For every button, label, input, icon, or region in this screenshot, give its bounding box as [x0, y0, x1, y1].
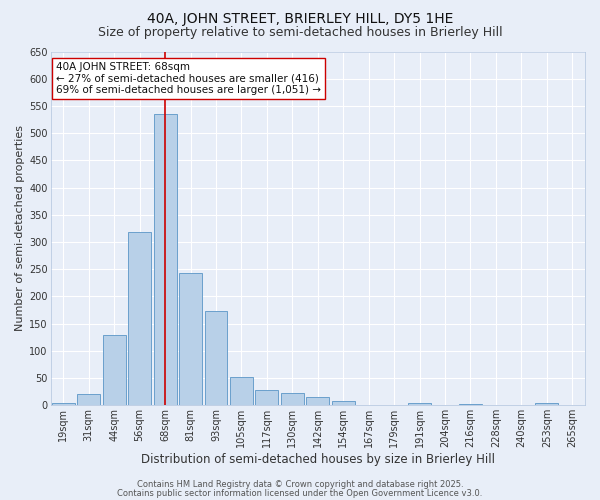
Text: 40A, JOHN STREET, BRIERLEY HILL, DY5 1HE: 40A, JOHN STREET, BRIERLEY HILL, DY5 1HE — [147, 12, 453, 26]
Bar — [179, 273, 202, 406]
Text: Contains HM Land Registry data © Crown copyright and database right 2025.: Contains HM Land Registry data © Crown c… — [137, 480, 463, 489]
Bar — [256, 390, 278, 406]
Bar — [307, 397, 329, 406]
Bar — [205, 311, 227, 406]
Bar — [408, 403, 431, 406]
Bar — [128, 232, 151, 406]
Bar — [459, 404, 482, 406]
Text: Contains public sector information licensed under the Open Government Licence v3: Contains public sector information licen… — [118, 488, 482, 498]
Bar — [154, 114, 176, 406]
Bar — [103, 334, 125, 406]
Bar — [535, 403, 558, 406]
Bar — [230, 377, 253, 406]
X-axis label: Distribution of semi-detached houses by size in Brierley Hill: Distribution of semi-detached houses by … — [141, 453, 495, 466]
Bar — [52, 402, 75, 406]
Text: 40A JOHN STREET: 68sqm
← 27% of semi-detached houses are smaller (416)
69% of se: 40A JOHN STREET: 68sqm ← 27% of semi-det… — [56, 62, 321, 96]
Bar — [332, 402, 355, 406]
Text: Size of property relative to semi-detached houses in Brierley Hill: Size of property relative to semi-detach… — [98, 26, 502, 39]
Bar — [281, 394, 304, 406]
Bar — [77, 394, 100, 406]
Y-axis label: Number of semi-detached properties: Number of semi-detached properties — [15, 126, 25, 332]
